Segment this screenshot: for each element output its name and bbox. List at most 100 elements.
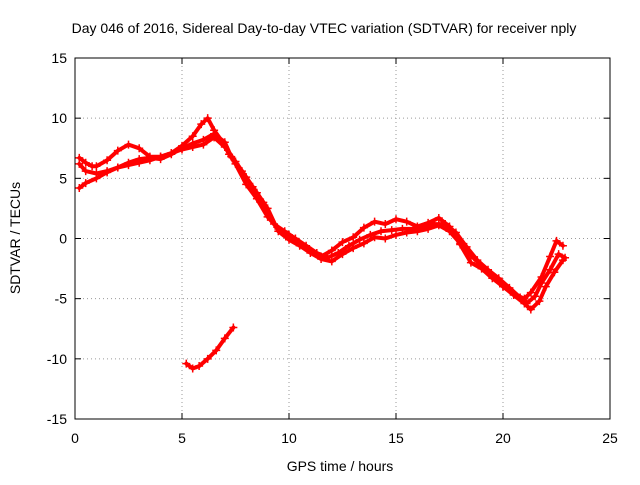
y-tick-label: 0 (59, 231, 67, 247)
data-point (377, 227, 386, 236)
data-point (188, 132, 197, 141)
data-point (359, 239, 368, 248)
data-point (92, 174, 101, 183)
series-trace-c (75, 133, 567, 314)
data-point (445, 227, 454, 236)
y-tick-label: 10 (51, 110, 67, 126)
data-point (546, 265, 555, 274)
data-point (113, 146, 122, 155)
data-point (295, 241, 304, 250)
data-point (488, 271, 497, 280)
data-point (197, 120, 206, 129)
data-point (355, 235, 364, 244)
data-point (210, 133, 219, 142)
data-point (466, 251, 475, 260)
data-point (188, 143, 197, 152)
y-tick-label: 15 (51, 50, 67, 66)
x-axis-label: GPS time / hours (287, 458, 394, 474)
data-point (274, 227, 283, 236)
data-point (550, 268, 559, 277)
plot-frame (74, 57, 611, 420)
chart-title: Day 046 of 2016, Sidereal Day-to-day VTE… (72, 20, 577, 36)
data-point (541, 282, 550, 291)
data-point (526, 305, 535, 314)
data-point (75, 159, 84, 168)
data-point (306, 248, 315, 257)
data-point (558, 241, 567, 250)
data-point (203, 114, 212, 123)
series-line (184, 325, 236, 371)
data-point (526, 288, 535, 297)
data-point (81, 179, 90, 188)
data-point (349, 244, 358, 253)
x-tick-label: 15 (388, 430, 404, 446)
data-point (434, 221, 443, 230)
x-tick-label: 25 (602, 430, 618, 446)
data-point (124, 140, 133, 149)
data-point (81, 158, 90, 167)
data-point (242, 173, 251, 182)
data-point (370, 233, 379, 242)
x-tick-label: 10 (281, 430, 297, 446)
data-point (75, 183, 84, 192)
data-point (349, 233, 358, 242)
data-point (327, 257, 336, 266)
data-point (531, 292, 540, 301)
data-point (509, 291, 518, 300)
data-point (546, 252, 555, 261)
data-point (124, 161, 133, 170)
data-point (103, 156, 112, 165)
data-point (327, 246, 336, 255)
data-point (558, 256, 567, 265)
data-point (220, 143, 229, 152)
y-axis-label: SDTVAR / TECUs (7, 182, 23, 294)
data-point (145, 156, 154, 165)
data-point (231, 157, 240, 166)
data-point (199, 140, 208, 149)
data-point (263, 204, 272, 213)
data-point (195, 362, 204, 371)
data-point (338, 250, 347, 259)
y-tick-label: 5 (59, 170, 67, 186)
data-point (387, 226, 396, 235)
data-point (402, 217, 411, 226)
data-point (135, 144, 144, 153)
data-point (81, 167, 90, 176)
data-point (229, 323, 238, 332)
data-point (402, 228, 411, 237)
data-point (535, 297, 544, 306)
data-point (456, 239, 465, 248)
data-point (188, 364, 197, 373)
data-point (135, 158, 144, 167)
data-point (499, 282, 507, 291)
data-point (317, 254, 326, 263)
data-point (537, 279, 546, 288)
data-point (392, 230, 400, 239)
data-point (113, 163, 122, 172)
y-tick-label: -15 (47, 411, 67, 427)
data-point (359, 223, 368, 232)
data-point (285, 235, 293, 244)
data-point (552, 236, 561, 245)
data-point (182, 359, 191, 368)
y-tick-label: -10 (47, 351, 67, 367)
data-point (424, 224, 433, 233)
data-point (220, 334, 229, 343)
x-tick-label: 0 (71, 430, 79, 446)
data-point (203, 354, 212, 363)
data-point (451, 228, 460, 237)
data-point (520, 299, 529, 308)
data-point (178, 145, 186, 154)
data-point (338, 238, 347, 247)
data-point (92, 162, 101, 171)
data-point (434, 214, 443, 223)
data-point (413, 227, 422, 236)
data-point (477, 262, 486, 271)
x-tick-label: 5 (178, 430, 186, 446)
data-point (167, 149, 176, 158)
data-point (392, 215, 400, 224)
data-point (156, 152, 165, 161)
data-point (381, 234, 390, 243)
data-point (370, 217, 379, 226)
